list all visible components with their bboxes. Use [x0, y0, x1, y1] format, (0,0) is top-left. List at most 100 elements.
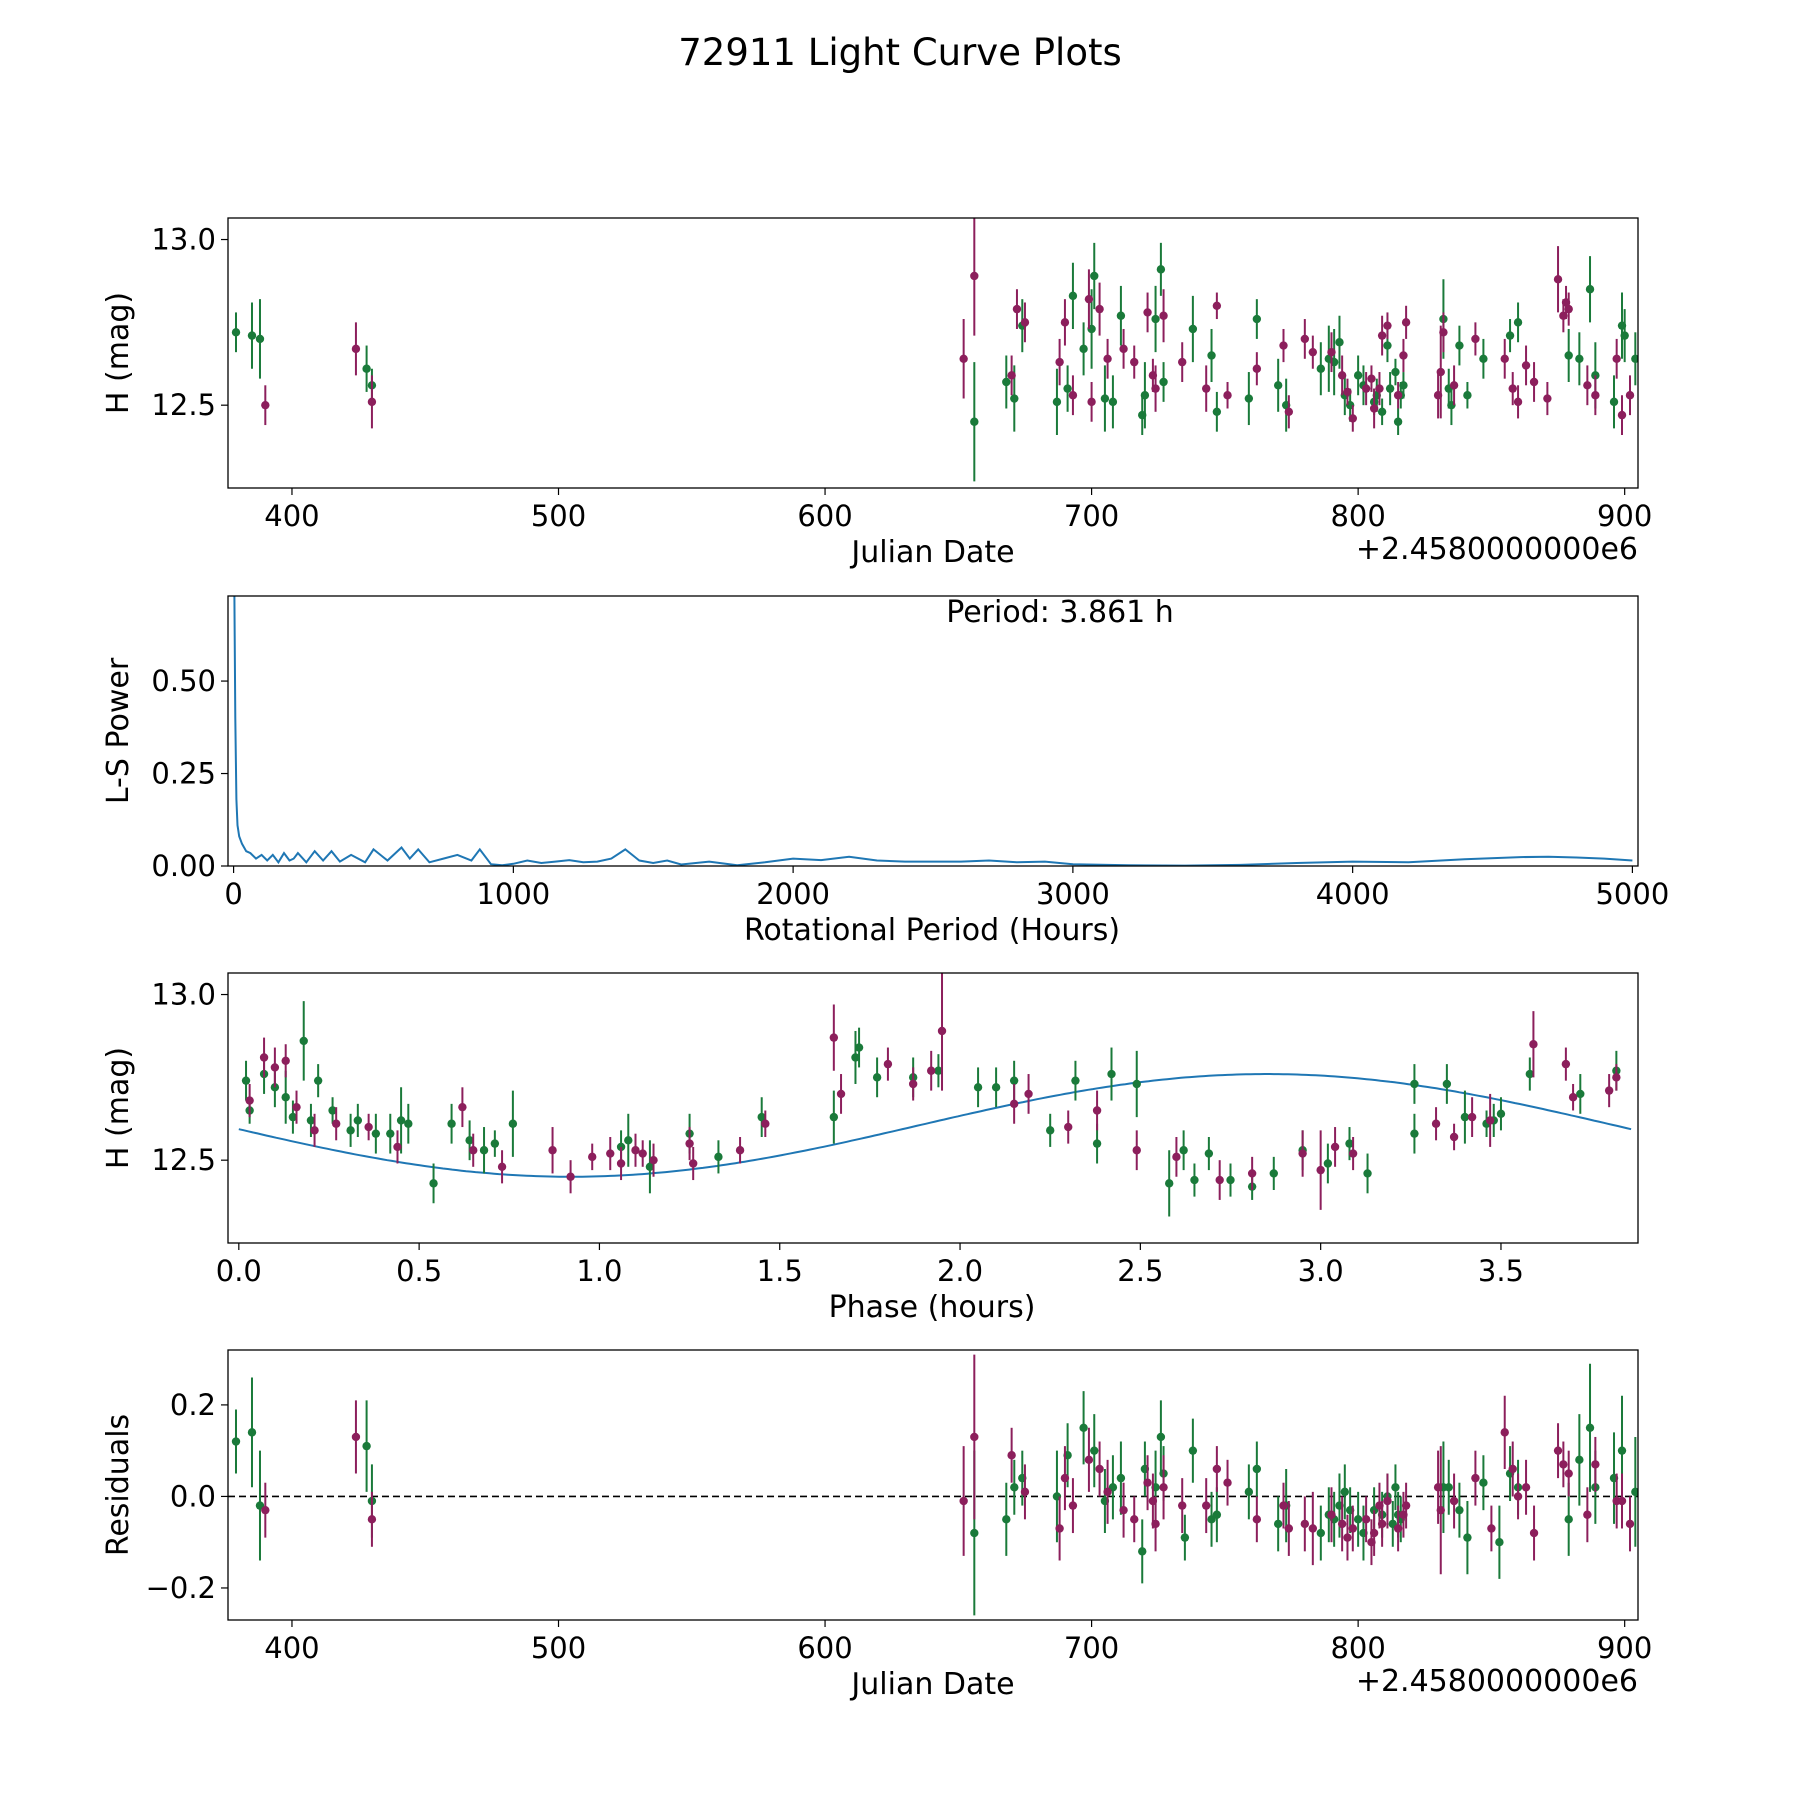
- purple-point: [1513, 397, 1523, 407]
- green-point: [851, 1053, 860, 1062]
- green-point: [1151, 314, 1160, 324]
- purple-point: [351, 1432, 361, 1442]
- purple-point: [638, 1149, 647, 1158]
- green-point: [1591, 371, 1600, 380]
- green-point: [645, 1162, 655, 1172]
- purple-point: [1583, 381, 1592, 390]
- purple-point: [292, 1102, 301, 1112]
- purple-point: [1119, 1505, 1128, 1515]
- green-point: [1107, 1069, 1116, 1079]
- purple-point: [1279, 341, 1288, 350]
- green-point: [1252, 314, 1262, 324]
- green-point: [1353, 1515, 1363, 1524]
- green-point: [508, 1119, 518, 1128]
- purple-point: [1591, 391, 1600, 400]
- residuals-offset-label: +2.4580000000e6: [1356, 1664, 1638, 1699]
- green-point: [1071, 1076, 1080, 1085]
- purple-point: [1151, 1519, 1160, 1529]
- green-point: [1575, 1455, 1584, 1465]
- purple-point: [1012, 304, 1022, 314]
- x-tick-label: 2000: [756, 877, 830, 911]
- purple-point: [469, 1146, 478, 1155]
- purple-point: [1375, 384, 1384, 393]
- x-tick-label: 0.5: [396, 1254, 442, 1288]
- green-point: [1068, 291, 1078, 301]
- x-tick-label: 600: [797, 1631, 852, 1665]
- purple-point: [908, 1079, 918, 1089]
- purple-point: [1103, 1487, 1112, 1497]
- green-point: [1505, 331, 1515, 340]
- x-tick-label: 600: [797, 499, 852, 533]
- purple-point: [1055, 357, 1064, 367]
- purple-point: [1300, 1519, 1310, 1529]
- purple-point: [1119, 344, 1128, 354]
- purple-point: [1308, 347, 1318, 357]
- green-point: [1156, 1432, 1166, 1442]
- purple-point: [1223, 391, 1232, 400]
- x-tick-label: 700: [1064, 1631, 1119, 1665]
- lightcurve-marks: [231, 218, 1638, 482]
- green-point: [1631, 1487, 1638, 1497]
- green-point: [829, 1112, 839, 1122]
- y-tick-label: 0.50: [151, 664, 216, 698]
- purple-point: [1436, 1505, 1445, 1515]
- phased-panel: 0.0 0.5 1.0 1.5 2.0 2.5 3.0 3.5 12.5 13.0 Phase (…: [101, 972, 1639, 1325]
- green-point: [1244, 1487, 1254, 1497]
- lightcurve-ylabel: H (mag): [101, 292, 136, 414]
- purple-point: [1178, 357, 1187, 367]
- green-point: [1269, 1169, 1278, 1178]
- green-point: [1617, 1446, 1627, 1455]
- x-tick-label: 1000: [476, 877, 550, 911]
- phased-marks: [238, 973, 1632, 1217]
- purple-point: [959, 354, 968, 363]
- residuals-xlabel: Julian Date: [849, 1667, 1014, 1702]
- periodogram-marks: [233, 596, 1633, 866]
- purple-point: [1617, 410, 1627, 420]
- green-point: [346, 1126, 355, 1135]
- green-point: [1108, 397, 1118, 407]
- x-tick-label: 900: [1597, 499, 1652, 533]
- green-point: [1009, 1076, 1019, 1085]
- purple-point: [497, 1162, 507, 1172]
- green-point: [1385, 384, 1395, 393]
- power-line: [233, 596, 1633, 866]
- periodogram-xlabel: Rotational Period (Hours): [744, 913, 1120, 948]
- green-point: [1010, 394, 1019, 403]
- purple-point: [926, 1066, 936, 1075]
- purple-point: [1508, 1464, 1517, 1474]
- purple-point: [1449, 1132, 1459, 1142]
- purple-point: [1487, 1524, 1496, 1533]
- green-point: [231, 1437, 241, 1446]
- purple-point: [631, 1146, 640, 1155]
- green-point: [1564, 1515, 1573, 1524]
- green-point: [1479, 1478, 1488, 1487]
- purple-point: [281, 1056, 290, 1065]
- purple-point: [1348, 1149, 1358, 1158]
- purple-point: [1439, 328, 1448, 337]
- purple-point: [1178, 1501, 1187, 1510]
- green-point: [247, 1428, 257, 1437]
- purple-point: [1612, 354, 1621, 363]
- purple-point: [1612, 1073, 1621, 1082]
- green-point: [241, 1076, 251, 1085]
- purple-point: [245, 1096, 254, 1105]
- green-point: [429, 1179, 438, 1188]
- green-point: [281, 1093, 290, 1102]
- green-point: [1156, 265, 1166, 274]
- green-point: [1179, 1146, 1188, 1155]
- green-point: [313, 1076, 323, 1085]
- purple-point: [937, 1026, 947, 1036]
- x-tick-label: 800: [1330, 1631, 1385, 1665]
- purple-point: [1068, 1501, 1078, 1510]
- purple-point: [1348, 414, 1358, 423]
- purple-point: [458, 1102, 467, 1112]
- periodogram-axes-frame: [227, 595, 1639, 867]
- green-point: [1393, 417, 1403, 426]
- purple-point: [1327, 347, 1336, 357]
- green-point: [1090, 271, 1099, 281]
- purple-point: [1130, 357, 1139, 367]
- y-tick-label: 13.0: [151, 978, 216, 1012]
- purple-point: [970, 271, 979, 281]
- green-point: [386, 1129, 395, 1138]
